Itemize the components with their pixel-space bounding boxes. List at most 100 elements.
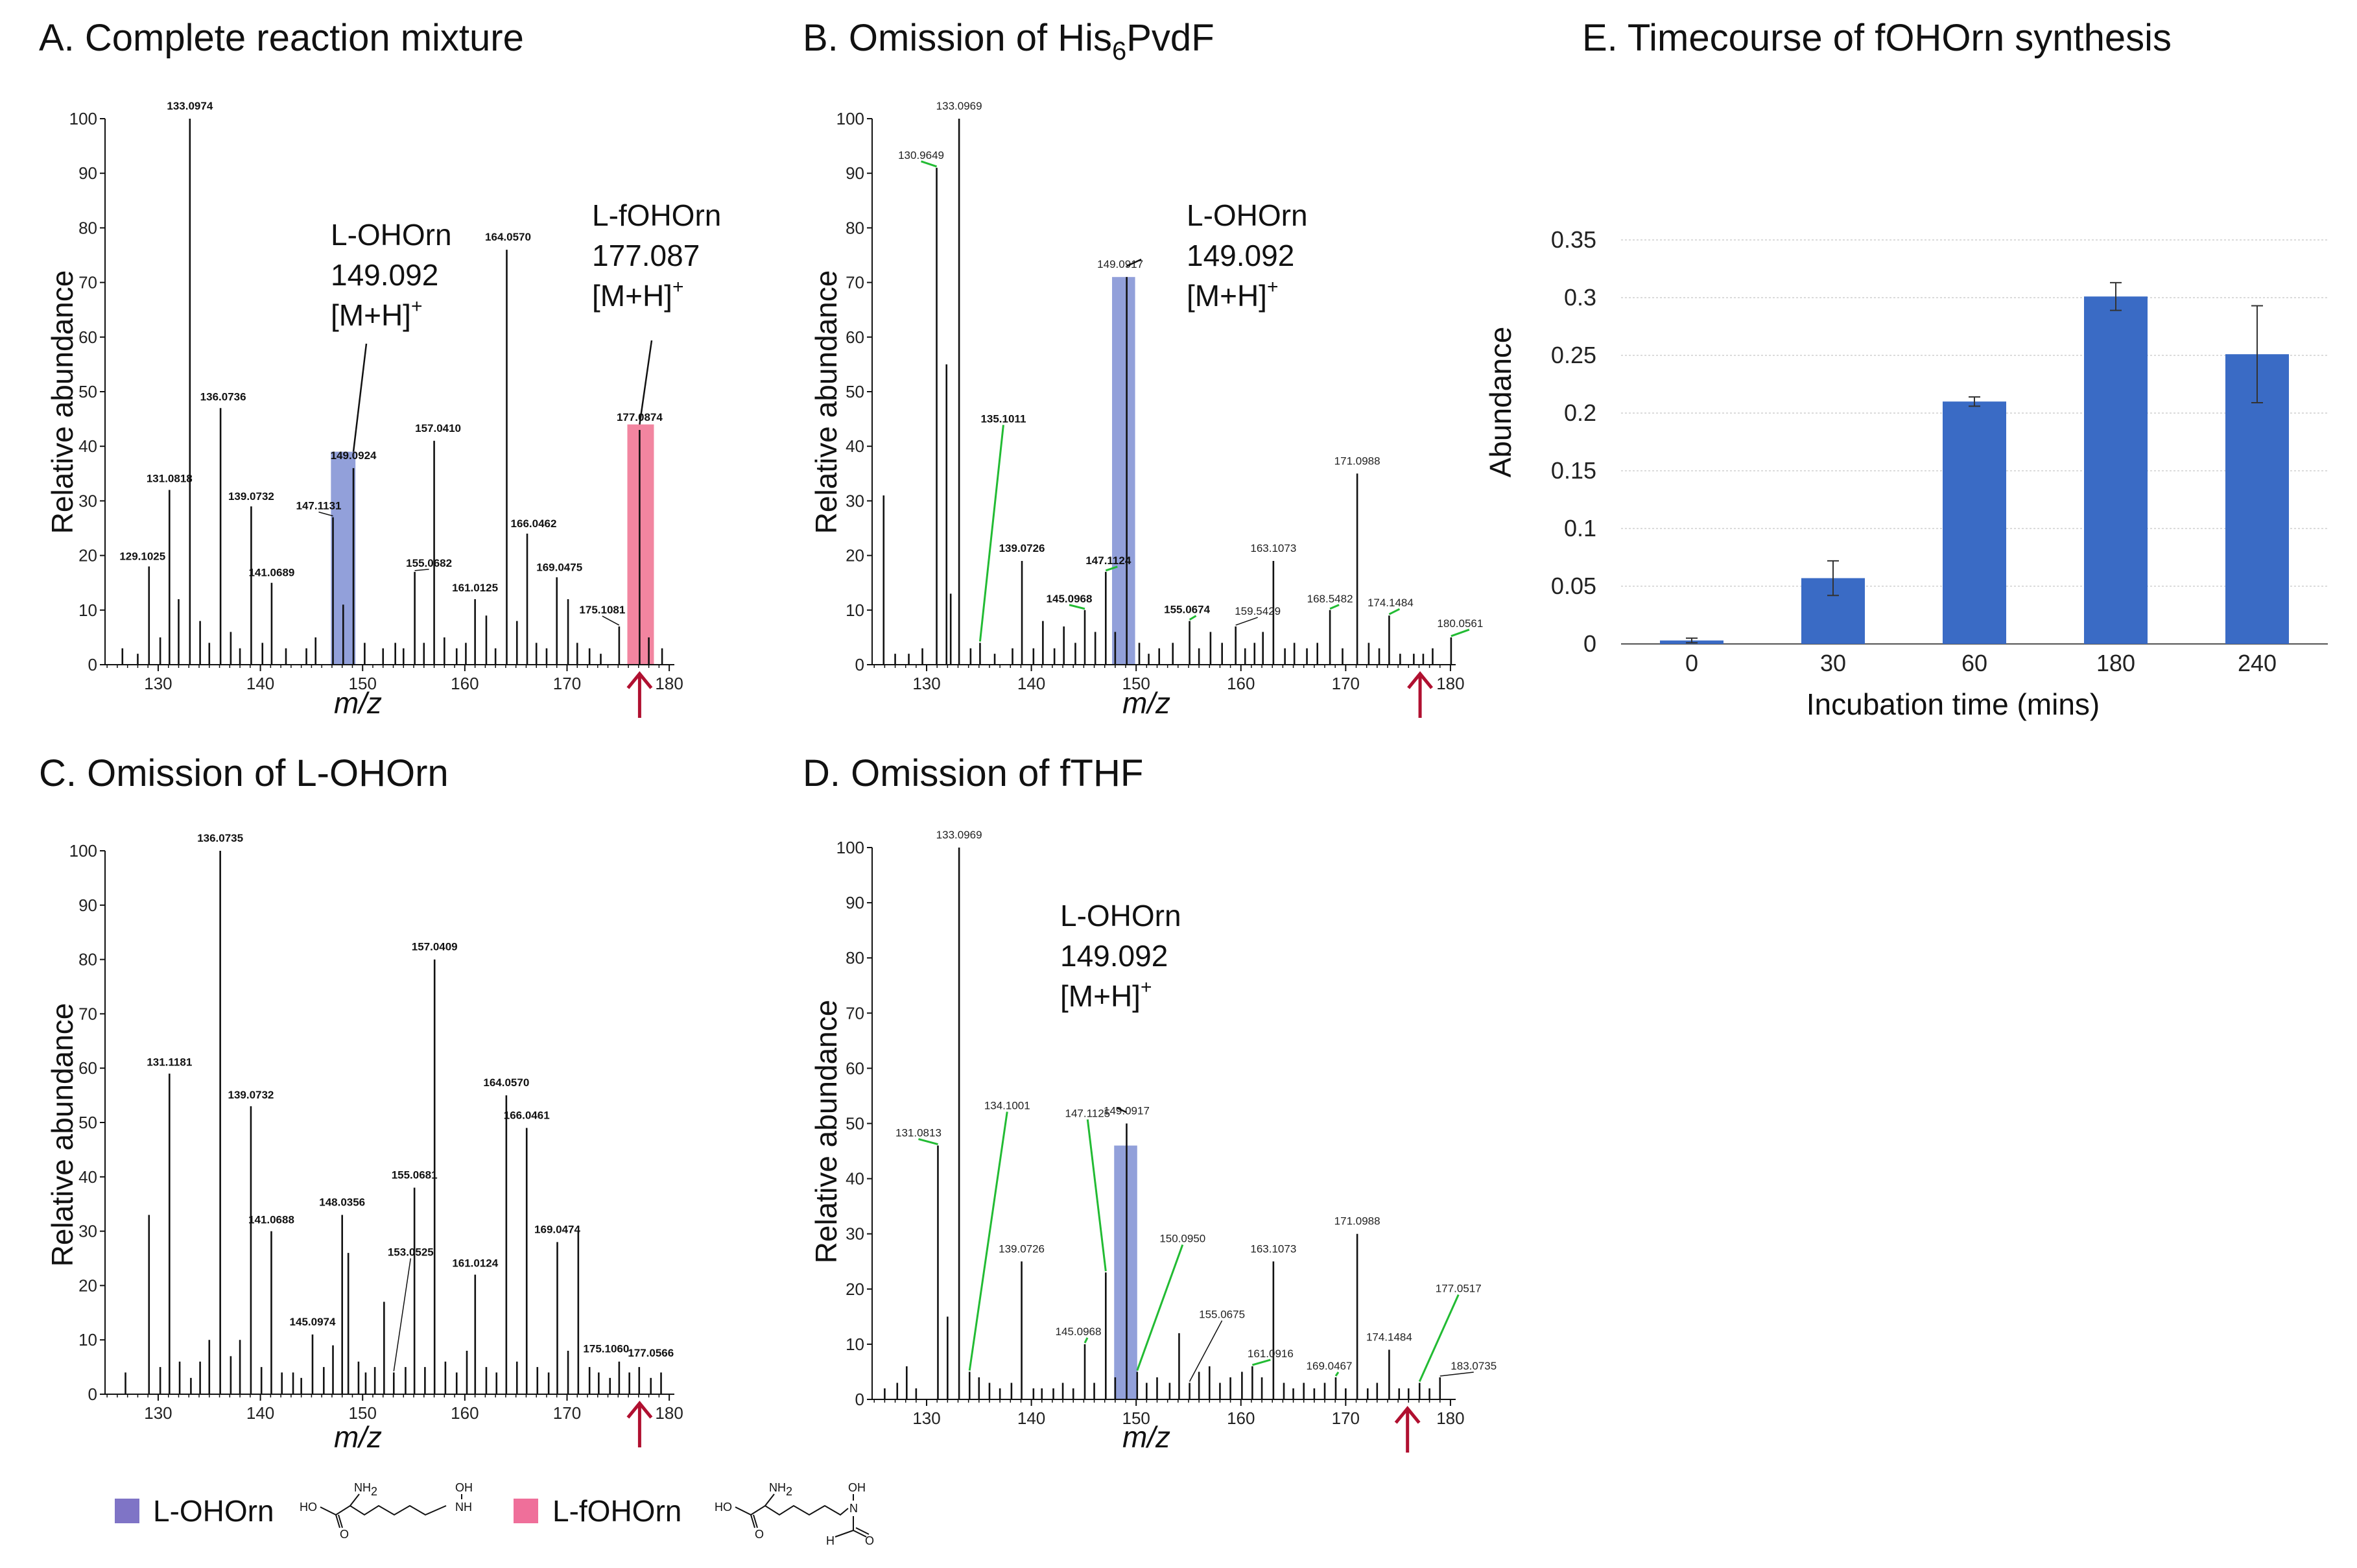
- panel-b-y-tick-label: 40: [846, 436, 864, 456]
- panel-d-peak-label: 131.0813: [895, 1127, 942, 1139]
- panel-b-y-tick-label: 50: [846, 382, 864, 401]
- panel-c-y-tick-label: 100: [69, 841, 97, 861]
- legend-swatch-l-fohorn: [514, 1499, 538, 1523]
- panel-a-complete-reaction: A. Complete reaction mixture Relative ab…: [39, 17, 721, 720]
- panel-b-peak-label: 180.0561: [1437, 617, 1483, 630]
- panel-b-plot: 0 10 20 30 40 50 60 70 80 90 100 130 140 150 160 170 180…: [836, 100, 1483, 718]
- panel-a-plot: 0 10 20 30 40 50 60 70 80 90 100 130 140 150 160 170 180…: [69, 100, 721, 718]
- panel-b-peak-label-leader: [1451, 628, 1470, 637]
- panel-c-xlabel: m/z: [334, 1420, 382, 1454]
- panel-d-peak-label: 134.1001: [984, 1099, 1030, 1111]
- panel-e-timecourse: E. Timecourse of fOHOrn synthesis Abunda…: [1484, 17, 2328, 721]
- panel-d-peak-label: 139.0726: [999, 1242, 1045, 1255]
- panel-b-highlight-l-ohorn: [1112, 277, 1135, 665]
- panel-a-peak-label: 157.0410: [415, 422, 461, 434]
- panel-a-peak-label: 129.1025: [119, 550, 165, 562]
- panel-d-y-tick-label: 100: [836, 838, 864, 857]
- panel-a-x-tick-label: 170: [553, 674, 581, 693]
- panel-a-annotation-line: 177.087: [592, 239, 700, 272]
- panel-d-peak-label: 177.0517: [1436, 1282, 1482, 1294]
- panel-c-peak-label: 161.0124: [452, 1257, 498, 1270]
- panel-d-peak-label-leader: [1136, 1244, 1184, 1371]
- panel-e-y-tick-label: 0.05: [1551, 573, 1596, 599]
- panel-e-xlabel: Incubation time (mins): [1806, 687, 2100, 721]
- panel-d-ylabel: Relative abundance: [809, 1000, 843, 1264]
- panel-b-peak-label-leader: [978, 425, 1004, 642]
- panel-e-title: E. Timecourse of fOHOrn synthesis: [1582, 17, 2172, 59]
- panel-b-peak-label-leader: [1329, 604, 1340, 610]
- panel-b-y-tick-label: 0: [855, 655, 864, 674]
- panel-a-x-tick-label: 130: [144, 674, 172, 693]
- panel-a-arrow-icon: [626, 671, 653, 718]
- panel-b-arrow-icon: [1407, 671, 1433, 718]
- panel-a-x-tick-label: 180: [655, 674, 683, 693]
- panel-d-peak-label: 155.0675: [1199, 1308, 1245, 1320]
- panel-a-title: A. Complete reaction mixture: [39, 17, 524, 59]
- panel-b-annotation-superscript: +: [1267, 276, 1279, 298]
- panel-d-peak-label: 169.0467: [1307, 1360, 1353, 1372]
- panel-d-peak-label: 174.1484: [1366, 1331, 1412, 1343]
- svg-text:N: N: [849, 1502, 858, 1515]
- panel-b-y-tick-label: 70: [846, 273, 864, 292]
- panel-c-peak-label: 153.0525: [388, 1246, 434, 1258]
- panel-c-peak-label: 145.0974: [290, 1316, 336, 1328]
- panel-a-peak-label: 133.0974: [167, 100, 213, 112]
- panel-b-x-tick-label: 180: [1436, 674, 1464, 693]
- panel-e-y-tick-label: 0.1: [1564, 515, 1596, 541]
- panel-b-peak-label-leader: [1189, 615, 1197, 621]
- panel-b-annotation-line: [M+H]+: [1187, 276, 1279, 313]
- l-ohorn-structure-icon: HO NH 2 OH NH O: [300, 1481, 473, 1541]
- panel-d-y-tick-label: 90: [846, 893, 864, 912]
- panel-a-annotation-superscript: +: [672, 276, 684, 298]
- panel-d-peak-label: 161.0916: [1248, 1348, 1294, 1360]
- panel-a-annotation-line: L-OHOrn: [331, 218, 452, 252]
- panel-c-peak-label: 175.1060: [583, 1343, 629, 1355]
- panel-d-peak-label-leader: [1334, 1372, 1340, 1377]
- panel-a-peak-label: 175.1081: [579, 604, 625, 616]
- panel-a-peak-label: 161.0125: [452, 582, 498, 594]
- panel-a-peak-label: 136.0736: [200, 390, 246, 403]
- panel-c-y-tick-label: 70: [78, 1004, 97, 1023]
- panel-b-y-tick-label: 20: [846, 546, 864, 565]
- panel-e-plot: 0 0.05 0.1 0.15 0.2 0.25 0.3 0.35 0 30 60 180 240: [1551, 226, 2328, 676]
- panel-c-y-tick-label: 80: [78, 950, 97, 969]
- panel-d-annotation-line: L-OHOrn: [1060, 899, 1181, 932]
- svg-text:2: 2: [786, 1485, 792, 1498]
- panel-b-peak-label: 149.0917: [1097, 258, 1143, 270]
- panel-a-peak-label-leader: [414, 569, 429, 571]
- panel-d-peak-label-leader: [1086, 1119, 1107, 1272]
- svg-text:O: O: [865, 1534, 874, 1547]
- panel-e-y-tick-label: 0.2: [1564, 399, 1596, 426]
- panel-b-x-tick-label: 130: [912, 674, 940, 693]
- panel-b-peak-label-leader: [1388, 608, 1401, 615]
- panel-b-y-tick-label: 10: [846, 600, 864, 620]
- panel-a-annotation-line: [M+H]+: [592, 276, 684, 313]
- panel-c-title: C. Omission of L-OHOrn: [39, 752, 449, 794]
- panel-d-x-tick-label: 160: [1227, 1408, 1255, 1428]
- panel-b-title-subscript: 6: [1112, 37, 1126, 65]
- panel-b-omission-his6pvdf: B. Omission of His6PvdF Relative abundan…: [803, 17, 1483, 720]
- panel-a-peak-label: 169.0475: [536, 561, 582, 573]
- panel-d-peak-label-leader: [1418, 1294, 1460, 1383]
- panel-b-peak-label-leader: [921, 160, 938, 168]
- panel-b-y-tick-label: 30: [846, 491, 864, 510]
- panel-a-x-tick-label: 140: [246, 674, 274, 693]
- panel-d-annotation: L-OHOrn 149.092 [M+H]+: [1060, 899, 1181, 1113]
- panel-a-y-tick-label: 80: [78, 218, 97, 237]
- panel-b-peak-label: 159.5429: [1235, 605, 1281, 617]
- svg-text:OH: OH: [455, 1481, 473, 1494]
- panel-a-xlabel: m/z: [334, 686, 382, 720]
- panel-c-y-tick-label: 10: [78, 1330, 97, 1349]
- panel-a-y-tick-label: 40: [78, 436, 97, 456]
- svg-text:2: 2: [371, 1485, 377, 1498]
- svg-text:O: O: [340, 1528, 349, 1541]
- panel-c-y-tick-label: 20: [78, 1276, 97, 1295]
- panel-e-y-tick-label: 0.15: [1551, 457, 1596, 484]
- panel-c-y-tick-label: 30: [78, 1222, 97, 1241]
- panel-e-x-tick-label: 180: [2096, 650, 2135, 676]
- panel-d-y-tick-label: 40: [846, 1169, 864, 1189]
- panel-d-xlabel: m/z: [1122, 1420, 1170, 1454]
- panel-d-plot: 0 10 20 30 40 50 60 70 80 90 100 130 140 150 160 170 180…: [836, 829, 1497, 1453]
- panel-b-peak-label: 135.1011: [980, 412, 1026, 425]
- panel-b-title: B. Omission of His6PvdF: [803, 17, 1214, 65]
